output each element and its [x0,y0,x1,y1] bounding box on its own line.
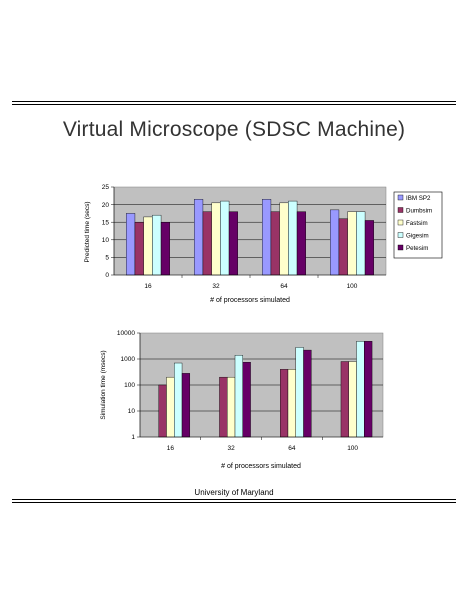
x-tick-labels: 16 32 64 100 [144,275,358,290]
y-tick-label: 25 [102,184,110,191]
bar-fastsim-64 [279,202,289,276]
x-tick-labels: 16 32 64 100 [167,437,358,452]
bar-gigesim-100 [356,211,366,276]
x-tick-label: 16 [144,283,152,290]
x-tick-label: 64 [280,283,288,290]
bar-fastsim-64 [287,369,296,438]
y-tick-label: 15 [102,219,110,226]
page-title: Virtual Microscope (SDSC Machine) [62,118,406,141]
x-tick-label: 100 [347,283,358,290]
bar-dumbsim-32 [202,211,212,276]
legend-swatch-fastsim [397,219,404,226]
bar-ibm-sp2-16 [126,213,136,276]
bottom-rule-2 [12,502,456,503]
bar-dumbsim-100 [338,218,348,276]
bar-ibm-sp2-64 [262,199,272,276]
bar-gigesim-32 [220,200,230,276]
bottom-rule-1 [12,499,456,500]
bar-petesim-100 [364,341,373,438]
top-rule-1 [12,101,456,102]
y-tick-label: 10 [102,237,110,244]
legend: IBM SP2 Dumbsim Fastsim Gigesim Petesim [393,191,443,259]
bar-fastsim-16 [143,216,153,276]
bar-petesim-32 [242,362,251,438]
y-tick-labels: 0 5 10 15 20 25 [102,184,114,279]
y-tick-labels: 1 10 100 1000 10000 [117,330,140,441]
legend-label-fastsim: Fastsim [406,220,428,227]
bar-petesim-64 [303,349,312,438]
bar-dumbsim-64 [270,211,280,276]
bar-dumbsim-100 [340,361,349,438]
x-tick-label: 32 [228,445,236,452]
legend-label-gigesim: Gigesim [406,233,429,240]
bar-fastsim-100 [348,361,357,438]
x-axis-label: # of processors simulated [221,463,301,470]
y-tick-label: 100 [124,382,135,389]
y-tick-label: 10000 [117,330,135,337]
y-axis-label: Simulation time (msecs) [100,350,107,419]
bar-petesim-16 [181,373,191,438]
legend-label-petesim: Petesim [406,245,428,252]
bars [158,341,373,438]
legend-swatch-gigesim [397,232,404,238]
x-axis-label: # of processors simulated [210,297,290,304]
simulation-time-chart: 1 10 100 1000 10000 16 32 64 100 # of processor… [100,330,384,470]
bar-fastsim-16 [166,376,175,438]
y-tick-label: 10 [128,408,136,415]
bar-fastsim-32 [227,376,236,438]
bar-gigesim-64 [295,347,304,438]
bar-gigesim-32 [234,355,243,438]
bar-petesim-16 [160,222,170,276]
legend-swatch-dumbsim [397,207,404,213]
bar-fastsim-32 [211,202,221,276]
top-rule-2 [12,104,456,105]
x-tick-label: 32 [212,283,220,290]
bar-gigesim-64 [288,200,298,276]
footer-text: University of Maryland [194,488,274,497]
y-tick-label: 1000 [121,356,136,363]
bar-gigesim-16 [174,362,183,438]
y-tick-label: 20 [102,202,110,209]
legend-label-dumbsim: Dumbsim [406,208,432,215]
bars [126,199,374,276]
bar-ibm-sp2-100 [330,209,340,276]
y-tick-label: 1 [131,434,135,441]
legend-label-ibm-sp2: IBM SP2 [406,195,431,202]
bar-dumbsim-64 [280,369,289,438]
bar-gigesim-100 [356,341,365,438]
bar-dumbsim-16 [158,384,167,438]
bar-dumbsim-32 [219,376,228,438]
bar-dumbsim-16 [134,222,144,276]
bar-petesim-32 [228,211,238,276]
bar-petesim-100 [364,220,374,276]
x-tick-label: 64 [288,445,296,452]
predicted-time-chart: 0 5 10 15 20 25 16 32 64 100 # of processors sim… [84,184,443,304]
bar-fastsim-100 [347,211,357,276]
y-tick-label: 0 [105,272,109,279]
bar-gigesim-16 [152,214,162,276]
bar-ibm-sp2-32 [194,199,204,276]
y-tick-label: 5 [105,255,109,262]
legend-swatch-ibm-sp2 [397,194,404,201]
y-axis-label: Predicted time (secs) [84,201,91,262]
x-tick-label: 16 [167,445,175,452]
bar-petesim-64 [296,211,306,276]
x-tick-label: 100 [347,445,358,452]
legend-swatch-petesim [397,244,404,251]
